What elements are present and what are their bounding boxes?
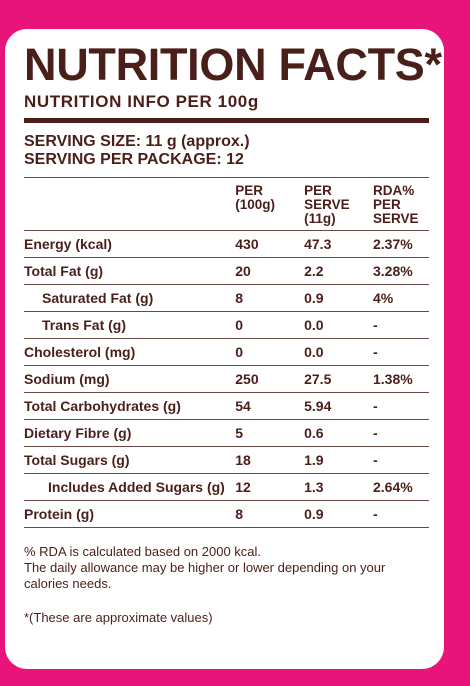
table-row: Energy (kcal) 430 47.3 2.37%: [24, 230, 429, 258]
nutrition-panel: NUTRITION FACTS* NUTRITION INFO PER 100g…: [5, 29, 444, 669]
row-label: Saturated Fat (g): [24, 284, 236, 312]
row-per-100g: 20: [235, 257, 305, 285]
thin-divider: [24, 177, 429, 178]
row-rda: -: [373, 500, 429, 528]
rda-footnote: % RDA is calculated based on 2000 kcal. …: [24, 544, 429, 592]
row-label: Trans Fat (g): [24, 311, 236, 339]
table-row: Dietary Fibre (g) 5 0.6 -: [24, 419, 429, 447]
row-per-serve: 5.94: [304, 392, 373, 420]
row-label: Cholesterol (mg): [24, 338, 236, 366]
row-per-100g: 0: [235, 311, 305, 339]
row-per-100g: 430: [235, 230, 305, 258]
row-label: Sodium (mg): [24, 365, 236, 393]
row-per-serve: 2.2: [304, 257, 373, 285]
header-nutrient: [24, 178, 235, 231]
table-row: Sodium (mg) 250 27.5 1.38%: [24, 365, 429, 393]
table-row: Saturated Fat (g) 8 0.9 4%: [24, 284, 429, 312]
table-row: Cholesterol (mg) 0 0.0 -: [24, 338, 429, 366]
thick-divider: [24, 118, 429, 123]
row-rda: 4%: [373, 284, 429, 312]
table-row: Protein (g) 8 0.9 -: [24, 500, 429, 528]
table-row: Total Fat (g) 20 2.2 3.28%: [24, 257, 429, 285]
row-per-serve: 0.0: [304, 311, 373, 339]
row-rda: -: [373, 338, 429, 366]
row-rda: 2.64%: [373, 473, 429, 501]
nutrition-table: PER (100g) PER SERVE (11g) RDA% PER SERV…: [24, 178, 429, 528]
header-per-serve-text: PER SERVE (11g): [304, 183, 350, 226]
row-label: Protein (g): [24, 500, 236, 528]
row-rda: -: [373, 446, 429, 474]
header-rda-text: RDA% PER SERVE: [373, 183, 419, 226]
table-row: Includes Added Sugars (g) 12 1.3 2.64%: [24, 473, 429, 501]
row-label: Total Sugars (g): [24, 446, 236, 474]
row-per-serve: 27.5: [304, 365, 373, 393]
header-per-100g-text: PER (100g): [235, 183, 276, 212]
row-per-100g: 5: [235, 419, 305, 447]
row-per-serve: 1.3: [304, 473, 373, 501]
row-rda: 2.37%: [373, 230, 429, 258]
rda-note-line2: The daily allowance may be higher or low…: [24, 560, 386, 591]
row-rda: -: [373, 419, 429, 447]
row-rda: -: [373, 311, 429, 339]
table-row: Trans Fat (g) 0 0.0 -: [24, 311, 429, 339]
approx-footnote: *(These are approximate values): [24, 610, 213, 625]
serving-size: SERVING SIZE: 11 g (approx.): [24, 133, 250, 150]
row-per-serve: 1.9: [304, 446, 373, 474]
row-per-serve: 0.9: [304, 500, 373, 528]
row-per-100g: 8: [235, 500, 305, 528]
row-label: Energy (kcal): [24, 230, 236, 258]
header-rda: RDA% PER SERVE: [373, 178, 429, 231]
row-label: Dietary Fibre (g): [24, 419, 236, 447]
row-per-serve: 0.6: [304, 419, 373, 447]
row-label: Total Carbohydrates (g): [24, 392, 236, 420]
row-label: Total Fat (g): [24, 257, 236, 285]
table-row: Total Carbohydrates (g) 54 5.94 -: [24, 392, 429, 420]
serving-per-package: SERVING PER PACKAGE: 12: [24, 151, 244, 168]
row-per-serve: 0.9: [304, 284, 373, 312]
row-rda: 3.28%: [373, 257, 429, 285]
row-per-100g: 250: [235, 365, 305, 393]
row-label: Includes Added Sugars (g): [24, 473, 236, 501]
row-per-100g: 54: [235, 392, 305, 420]
subtitle: NUTRITION INFO PER 100g: [24, 92, 259, 111]
rda-note-line1: % RDA is calculated based on 2000 kcal.: [24, 544, 262, 559]
page-title: NUTRITION FACTS*: [24, 39, 442, 90]
header-per-100g: PER (100g): [235, 178, 304, 231]
row-rda: 1.38%: [373, 365, 429, 393]
row-per-100g: 12: [235, 473, 305, 501]
row-per-serve: 47.3: [304, 230, 373, 258]
serving-info: SERVING SIZE: 11 g (approx.) SERVING PER…: [24, 133, 429, 169]
row-per-100g: 0: [235, 338, 305, 366]
table-header-row: PER (100g) PER SERVE (11g) RDA% PER SERV…: [24, 178, 429, 231]
table-row: Total Sugars (g) 18 1.9 -: [24, 446, 429, 474]
row-per-100g: 18: [235, 446, 305, 474]
row-per-100g: 8: [235, 284, 305, 312]
row-per-serve: 0.0: [304, 338, 373, 366]
header-per-serve: PER SERVE (11g): [304, 178, 373, 231]
table-body: Energy (kcal) 430 47.3 2.37% Total Fat (…: [24, 230, 429, 528]
row-rda: -: [373, 392, 429, 420]
